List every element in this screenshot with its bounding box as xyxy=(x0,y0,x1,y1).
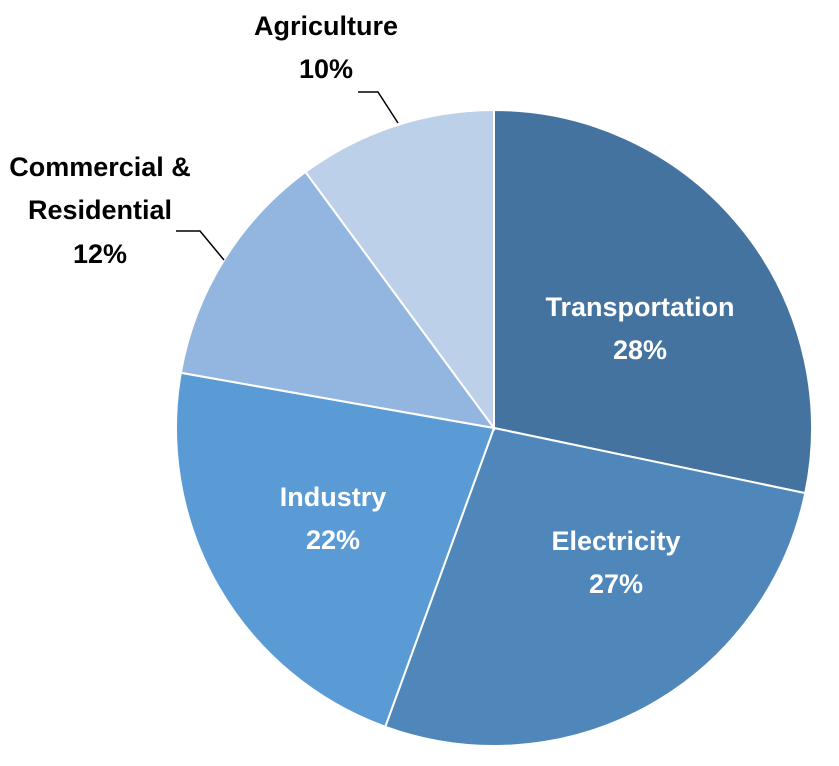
slice-transportation xyxy=(493,108,813,495)
slice-value-electricity: 27% xyxy=(589,569,643,599)
slice-value-industry: 22% xyxy=(306,525,360,555)
pie-slices xyxy=(175,108,813,747)
slice-label-transportation: Transportation xyxy=(545,292,734,322)
slice-label-industry: Industry xyxy=(280,482,387,512)
leader-line-commercial-and-residential xyxy=(176,230,225,261)
slice-value-transportation: 28% xyxy=(613,335,667,365)
slice-label-commercial-and-residential-line-2: Residential xyxy=(28,195,172,225)
slice-label-electricity: Electricity xyxy=(551,526,680,556)
slice-label-agriculture: Agriculture xyxy=(254,11,398,41)
slice-agriculture xyxy=(304,108,495,432)
slice-commercial-and-residential xyxy=(179,170,497,430)
slice-electricity xyxy=(383,426,807,747)
slice-value-agriculture: 10% xyxy=(299,54,353,84)
slice-labels: Transportation 28% Electricity 27% Industry 2… xyxy=(9,11,734,599)
slice-label-commercial-and-residential-line-1: Commercial & xyxy=(9,152,191,182)
slice-industry xyxy=(175,371,496,729)
slice-value-commercial-and-residential: 12% xyxy=(73,239,127,269)
leader-line-agriculture xyxy=(358,91,399,124)
leader-lines xyxy=(176,91,399,261)
